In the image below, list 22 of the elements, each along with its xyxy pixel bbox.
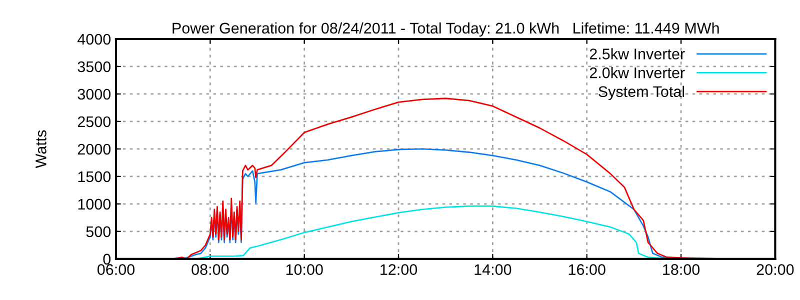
y-tick-label: 2500 [78, 116, 111, 128]
y-tick-label: 3500 [78, 61, 111, 72]
y-axis-title: Watts [36, 130, 46, 168]
x-tick-label: 10:00 [286, 264, 323, 275]
y-tick-label: 2000 [78, 144, 111, 155]
x-tick-label: 18:00 [663, 264, 700, 275]
y-tick-label: 500 [86, 226, 111, 238]
x-tick-label: 20:00 [756, 264, 794, 275]
chart-title: Power Generation for 08/24/2011 - Total Today: 21.0 kWh Lifetime: 11.449 MWh [172, 22, 719, 37]
x-tick-label: 12:00 [380, 264, 418, 275]
x-tick-label: 06:00 [97, 264, 135, 275]
x-tick-label: 08:00 [192, 264, 229, 275]
legend-label: 2.5kw Inverter [590, 48, 685, 60]
x-tick-label: 16:00 [568, 264, 606, 275]
x-tick-label: 14:00 [474, 264, 512, 275]
y-tick-label: 4000 [78, 34, 111, 45]
y-tick-label: 1000 [78, 198, 111, 210]
legend-label: System Total [598, 86, 684, 100]
y-tick-label: 3000 [78, 88, 111, 100]
y-tick-label: 0 [103, 254, 111, 265]
legend-label: 2.0kw Inverter [590, 66, 685, 78]
y-tick-label: 1500 [78, 171, 111, 182]
